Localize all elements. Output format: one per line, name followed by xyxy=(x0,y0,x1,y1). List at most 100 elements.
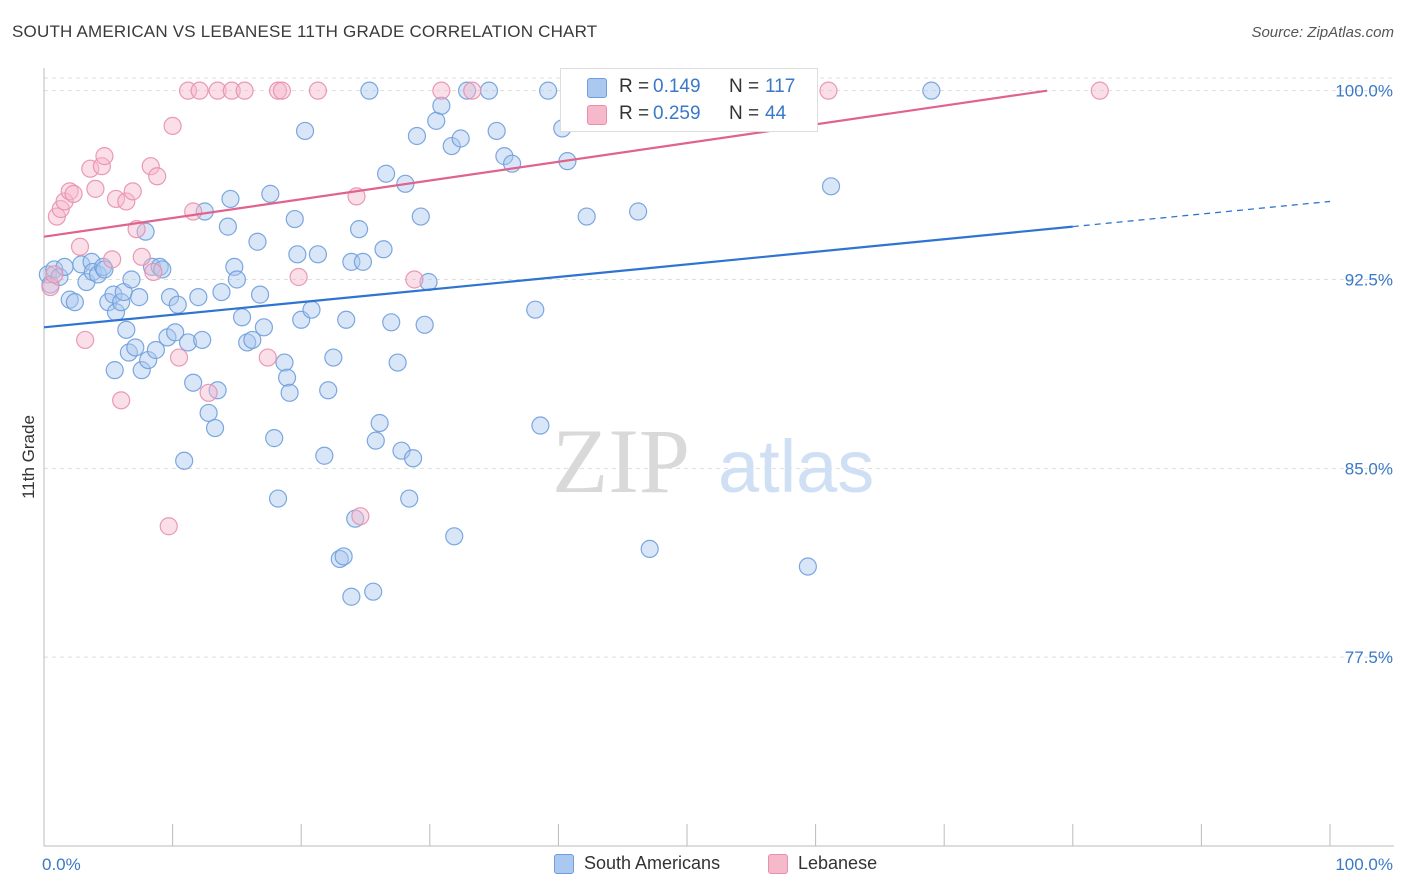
point-south-american xyxy=(577,207,596,226)
point-south-american xyxy=(65,293,84,312)
point-south-american xyxy=(277,368,297,387)
point-lebanese xyxy=(117,192,136,211)
point-south-american xyxy=(302,300,321,319)
point-south-american xyxy=(227,270,246,289)
point-south-american xyxy=(166,323,185,342)
n-label: N = xyxy=(729,103,760,124)
point-south-american xyxy=(238,333,257,352)
legend-label-lebanese: Lebanese xyxy=(798,853,878,873)
point-lebanese xyxy=(222,81,241,100)
trendline-south-americans xyxy=(43,225,1073,329)
point-south-american xyxy=(175,451,194,470)
point-south-american xyxy=(526,300,545,319)
point-lebanese xyxy=(1090,81,1109,100)
point-lebanese xyxy=(81,159,100,178)
y-tick-label: 77.5% xyxy=(1345,648,1393,667)
point-lebanese xyxy=(351,507,370,526)
point-south-american xyxy=(178,333,198,352)
point-south-american xyxy=(319,381,338,400)
n-label: N = xyxy=(729,76,760,97)
point-lebanese xyxy=(86,179,105,198)
n-value: 117 xyxy=(765,76,796,97)
point-south-american xyxy=(218,217,237,236)
trendline-lebanese xyxy=(43,89,1048,238)
point-lebanese xyxy=(103,250,122,269)
point-lebanese xyxy=(289,267,308,287)
watermark-atlas: atlas xyxy=(718,425,874,508)
legend-swatch-south-americans xyxy=(554,854,574,874)
point-lebanese xyxy=(308,81,328,100)
point-south-american xyxy=(205,418,225,438)
point-lebanese xyxy=(132,247,151,266)
point-south-american xyxy=(640,539,659,558)
point-lebanese xyxy=(163,116,182,136)
point-lebanese xyxy=(258,348,277,367)
r-label: R = xyxy=(619,76,650,97)
legend-swatch-south-americans xyxy=(587,78,607,98)
point-south-american xyxy=(250,285,270,304)
point-south-american xyxy=(261,184,280,203)
point-south-american xyxy=(189,288,208,307)
y-tick-label: 92.5% xyxy=(1345,270,1393,289)
point-lebanese xyxy=(64,184,83,203)
point-south-american xyxy=(285,209,304,229)
point-lebanese xyxy=(159,517,178,536)
point-south-american xyxy=(122,270,141,289)
point-south-american xyxy=(403,449,423,468)
stats-legend: R = 0.149 N = 117 R = 0.259 N = 44 xyxy=(560,68,818,132)
n-value: 44 xyxy=(765,103,787,124)
legend-swatch-lebanese xyxy=(768,854,788,874)
legend-label-south-americans: South Americans xyxy=(584,853,721,873)
y-tick-label: 85.0% xyxy=(1345,459,1393,478)
r-value: 0.149 xyxy=(653,76,701,97)
point-lebanese xyxy=(144,262,163,282)
point-south-american xyxy=(83,262,102,282)
point-south-american xyxy=(212,282,231,302)
point-south-american xyxy=(146,340,165,360)
point-south-american xyxy=(232,308,252,327)
point-south-american xyxy=(495,147,514,166)
point-south-american xyxy=(268,489,288,508)
point-south-american xyxy=(308,245,328,264)
point-south-american xyxy=(95,260,114,279)
point-south-american xyxy=(798,557,817,576)
point-lebanese xyxy=(272,81,292,100)
point-south-american xyxy=(349,220,369,239)
point-south-american xyxy=(315,446,334,465)
point-lebanese xyxy=(463,81,482,100)
point-south-american xyxy=(629,202,648,221)
point-south-american xyxy=(457,81,477,100)
trendline-south-americans-projection xyxy=(1072,200,1331,228)
point-south-american xyxy=(366,431,385,450)
point-south-american xyxy=(275,353,294,372)
point-south-american xyxy=(221,189,240,209)
point-lebanese xyxy=(184,202,203,221)
y-axis-label: 11th Grade xyxy=(19,415,38,499)
point-south-american xyxy=(139,350,158,370)
point-lebanese xyxy=(95,147,114,166)
point-south-american xyxy=(427,111,446,130)
point-lebanese xyxy=(405,270,424,289)
watermark-zip: ZIP xyxy=(552,410,690,512)
point-south-american xyxy=(531,416,550,435)
point-lebanese xyxy=(148,167,167,186)
point-lebanese xyxy=(268,81,288,100)
point-lebanese xyxy=(141,157,160,176)
point-south-american xyxy=(265,429,284,448)
point-south-american xyxy=(374,240,393,259)
point-south-american xyxy=(60,290,79,309)
point-south-american xyxy=(346,509,365,528)
point-south-american xyxy=(243,330,262,350)
point-south-american xyxy=(334,547,353,566)
point-south-american xyxy=(254,318,274,337)
grid-layer xyxy=(44,77,1394,658)
point-south-american xyxy=(342,587,361,606)
point-south-american xyxy=(364,582,383,601)
point-lebanese xyxy=(190,81,209,100)
stats-legend-row-lebanese: R = 0.259 N = 44 xyxy=(561,101,817,127)
chart-title: SOUTH AMERICAN VS LEBANESE 11TH GRADE CO… xyxy=(12,22,598,41)
point-south-american xyxy=(407,126,427,146)
point-south-american xyxy=(451,129,470,148)
point-south-american xyxy=(105,361,124,380)
point-south-american xyxy=(415,315,434,334)
